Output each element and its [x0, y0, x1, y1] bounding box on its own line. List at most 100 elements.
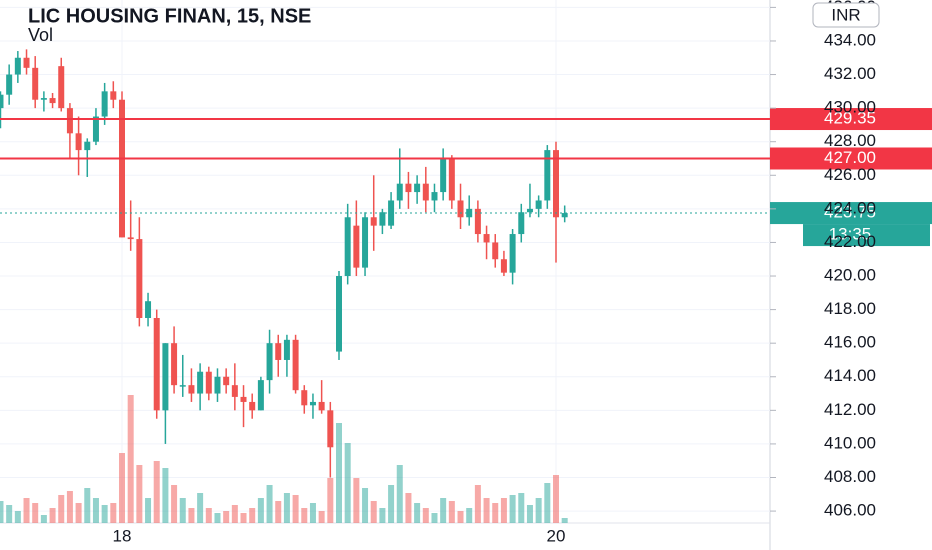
y-tick-label: 416.00: [824, 333, 876, 352]
volume-bar: [75, 503, 82, 523]
volume-bar: [110, 503, 117, 523]
volume-bar: [500, 498, 507, 523]
candle-body: [327, 410, 334, 448]
volume-bar: [188, 508, 195, 523]
volume-bar: [414, 503, 421, 523]
volume-bar: [214, 513, 221, 523]
volume-bar: [292, 495, 299, 523]
candle-body: [14, 57, 21, 75]
volume-bar: [544, 483, 551, 523]
volume-bar: [422, 508, 429, 523]
volume-bar: [318, 511, 325, 523]
volume-bar: [23, 498, 30, 523]
candle-body: [561, 213, 568, 218]
candle-body: [0, 94, 4, 109]
volume-bar: [40, 515, 47, 523]
volume-bar: [32, 503, 39, 523]
candle-body: [75, 133, 82, 151]
y-tick-label: 430.00: [824, 98, 876, 117]
candle-body: [509, 234, 516, 273]
y-tick-label: 412.00: [824, 400, 876, 419]
candle-body: [127, 237, 134, 240]
candle-body: [101, 91, 108, 117]
candle-body: [535, 200, 542, 209]
candle-body: [179, 385, 186, 387]
volume-bar: [327, 478, 334, 523]
candle-body: [353, 225, 360, 268]
volume-bar: [205, 508, 212, 523]
candle-body: [32, 67, 39, 100]
volume-bar: [127, 395, 134, 523]
candle-body: [301, 390, 308, 406]
volume-bar: [362, 488, 369, 523]
candle-body: [553, 150, 559, 218]
volume-bar: [492, 503, 499, 523]
volume-bar: [249, 508, 256, 523]
volume-bar: [535, 498, 542, 523]
countdown-tag: [803, 224, 930, 247]
candle-body: [58, 66, 65, 109]
volume-bar: [84, 488, 91, 523]
volume-bar: [283, 493, 290, 523]
candle-body: [344, 217, 351, 277]
candle-body: [6, 74, 13, 95]
x-tick-label: 20: [547, 526, 566, 545]
volume-bar: [266, 485, 273, 523]
volume-bar: [388, 485, 395, 523]
candle-body: [379, 212, 386, 226]
volume-bar: [66, 491, 73, 523]
candle-body: [119, 99, 125, 238]
candle-body: [422, 183, 429, 201]
candle-body: [40, 98, 47, 100]
candle-body: [500, 259, 507, 273]
volume-bar: [301, 508, 308, 523]
volume-bar: [353, 478, 360, 523]
candle-body: [336, 276, 342, 352]
volume-bar: [336, 423, 342, 523]
volume-bar: [553, 475, 559, 523]
candle-body: [405, 183, 412, 193]
candle-body: [457, 200, 464, 218]
volume-bar: [344, 443, 351, 523]
price-line-tag: [770, 108, 932, 131]
candle-body: [275, 343, 282, 360]
candle-body: [544, 150, 551, 201]
candle-body: [66, 108, 73, 134]
candle-body: [92, 116, 99, 142]
y-tick-label: 420.00: [824, 266, 876, 285]
volume-label: Vol: [28, 25, 53, 45]
volume-bar: [457, 511, 464, 523]
price-line-label: 427.00: [824, 148, 876, 167]
volume-bar: [518, 493, 525, 523]
candle-body: [309, 401, 316, 406]
candle-body: [205, 371, 212, 394]
price-line-tag: [770, 147, 932, 170]
candle-body: [153, 317, 160, 411]
chart-title: LIC HOUSING FINAN, 15, NSE: [28, 5, 311, 27]
y-tick-label: 432.00: [824, 64, 876, 83]
countdown-label: 13:35: [829, 225, 872, 244]
volume-bar: [509, 495, 516, 523]
y-tick-label: 408.00: [824, 467, 876, 486]
candle-body: [283, 339, 290, 360]
candle-body: [396, 183, 403, 201]
volume-bar: [197, 493, 204, 523]
currency-button[interactable]: [812, 2, 880, 28]
y-tick-label: 414.00: [824, 366, 876, 385]
candle-body: [318, 401, 325, 411]
volume-bar: [0, 501, 4, 523]
volume-bar: [483, 498, 490, 523]
candle-body: [526, 208, 533, 213]
candle-body: [518, 212, 525, 235]
volume-bar: [466, 508, 473, 523]
volume-bar: [153, 461, 160, 523]
volume-bar: [440, 498, 447, 523]
volume-bar: [561, 518, 568, 523]
candle-body: [431, 192, 438, 201]
volume-bar: [136, 465, 143, 523]
candle-body: [214, 376, 221, 394]
volume-bar: [145, 498, 152, 523]
candle-body: [171, 343, 178, 386]
candle-body: [136, 239, 143, 318]
y-tick-label: 426.00: [824, 165, 876, 184]
